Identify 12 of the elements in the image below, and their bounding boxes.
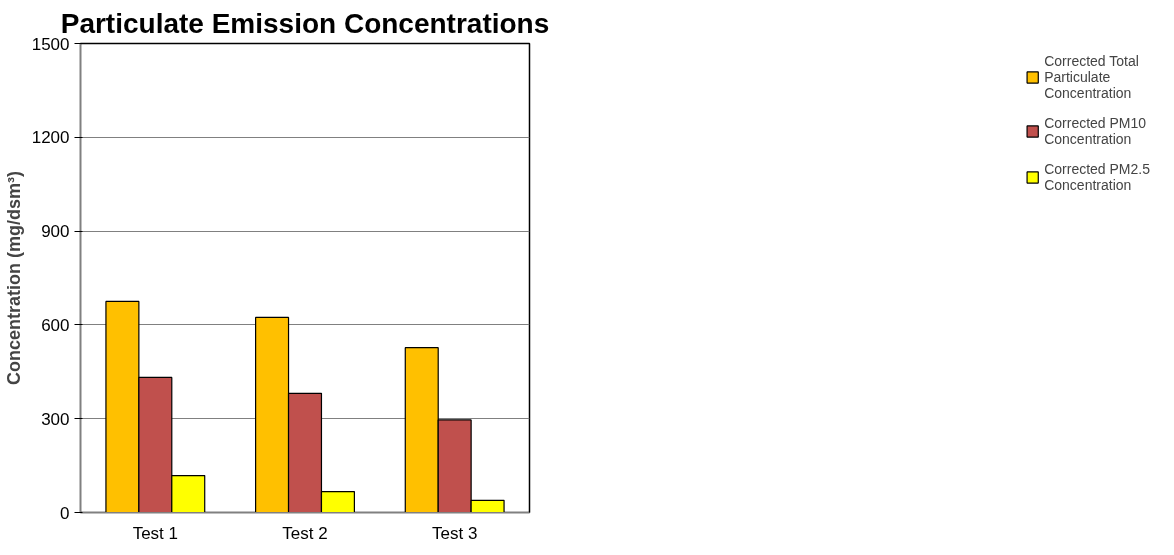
legend-label: Corrected Total Particulate Concentration (1044, 53, 1139, 101)
x-tick-label: Test 1 (132, 523, 179, 543)
y-tick-label: 1200 (31, 128, 70, 148)
y-tick-label: 0 (60, 503, 70, 523)
y-tick-label: 600 (41, 315, 70, 335)
legend-label: Corrected PM2.5 Concentration (1044, 161, 1150, 193)
x-tick-label: Test 3 (431, 523, 478, 543)
x-tick-label: Test 2 (282, 523, 328, 543)
y-axis-title: Concentration (mg/dsm³) (3, 171, 24, 385)
y-tick-label: 300 (41, 409, 70, 429)
y-tick-label: 900 (41, 222, 70, 242)
legend-label: Corrected PM10 Concentration (1044, 115, 1147, 147)
